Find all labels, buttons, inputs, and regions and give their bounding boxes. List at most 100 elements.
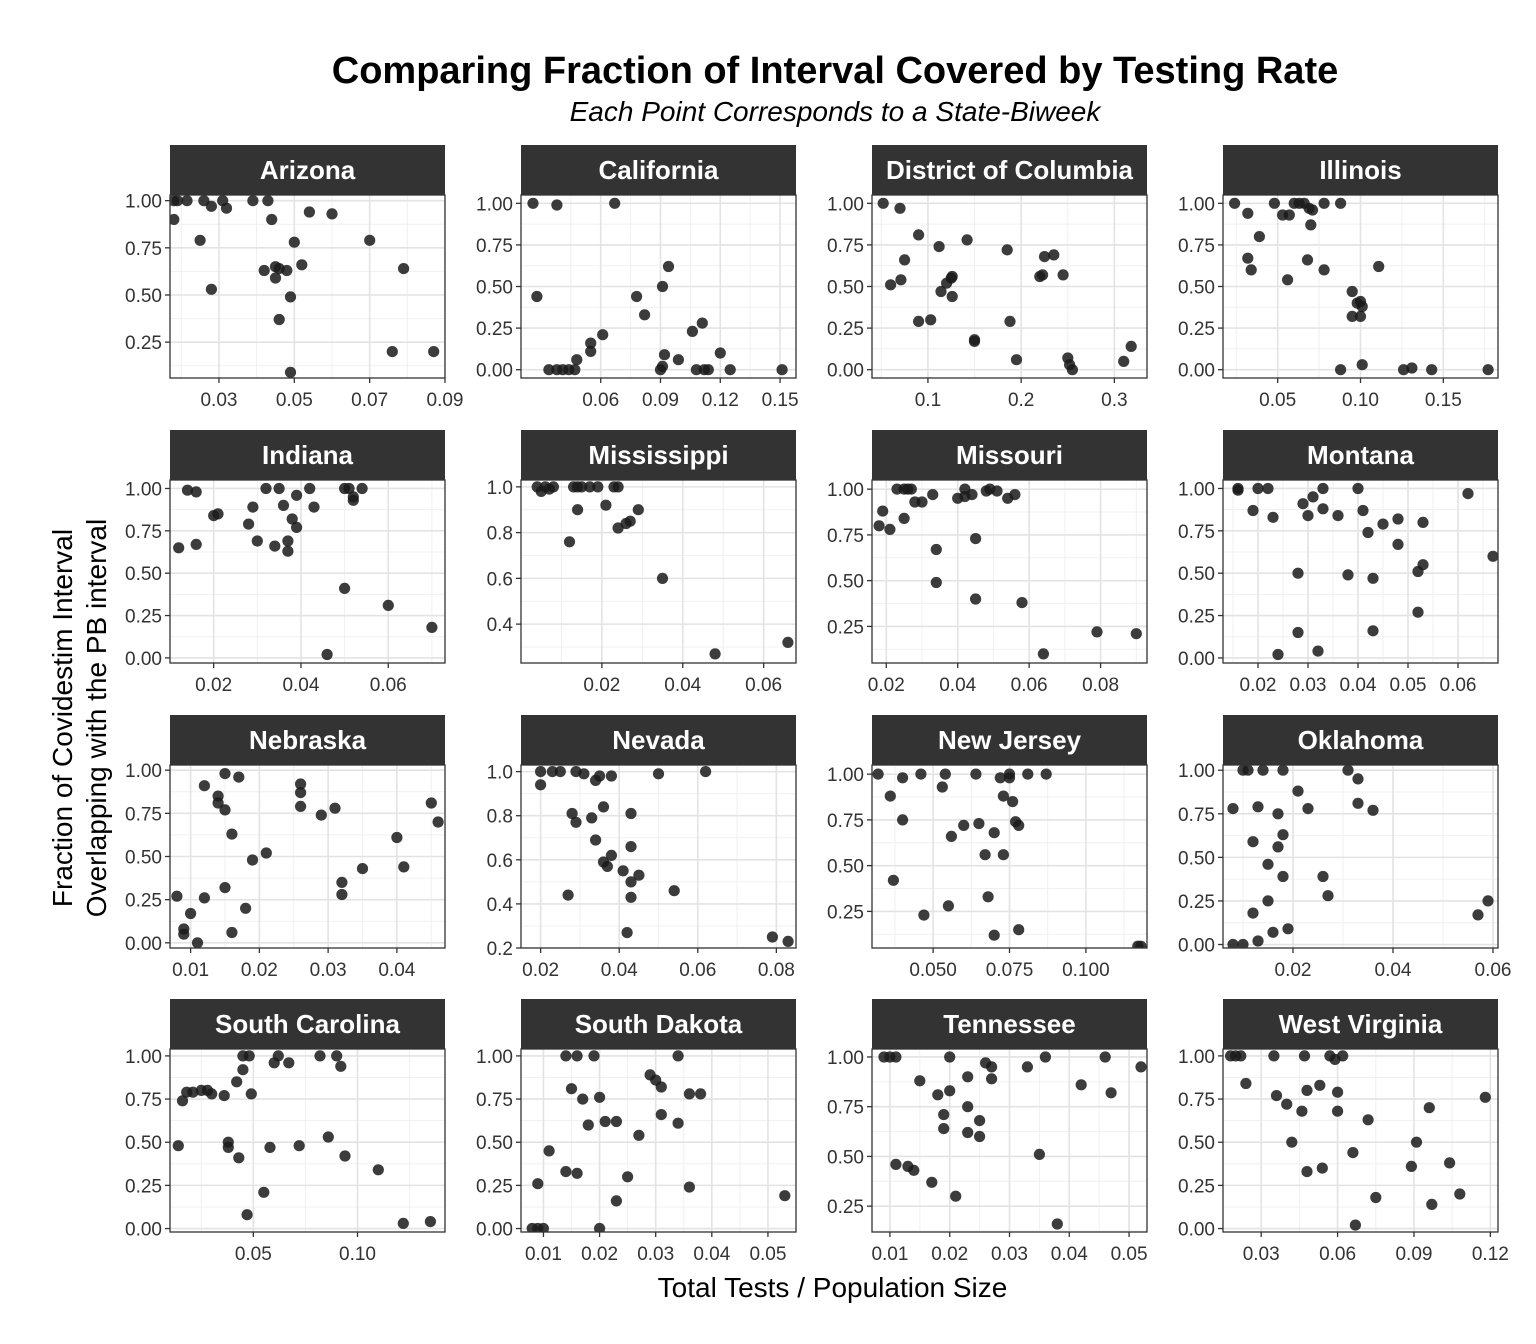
panel-plot-area	[872, 765, 1147, 948]
data-point	[347, 494, 359, 506]
data-point	[527, 197, 539, 209]
data-point	[1352, 797, 1364, 809]
data-point	[572, 504, 584, 516]
data-point	[1229, 197, 1241, 209]
data-point	[988, 929, 1000, 941]
data-point	[391, 831, 403, 844]
x-tick-label: 0.04	[1340, 675, 1377, 696]
data-point	[1040, 768, 1052, 780]
data-point	[1292, 785, 1304, 797]
y-tick-label: 0.25	[1178, 607, 1215, 628]
data-point	[1013, 819, 1025, 832]
facet-strip	[872, 999, 1147, 1049]
x-tick-label: 0.05	[276, 390, 313, 411]
data-point	[245, 1088, 257, 1100]
y-tick-label: 0.75	[1178, 522, 1215, 543]
data-point	[1392, 538, 1404, 551]
data-point	[251, 535, 263, 547]
y-tick-label: 0.50	[1178, 564, 1215, 585]
data-point	[1472, 909, 1484, 921]
data-point	[1245, 264, 1257, 276]
facet-label: Oklahoma	[1298, 725, 1424, 755]
data-point	[1482, 364, 1494, 376]
data-point	[1346, 285, 1358, 298]
data-point	[1298, 1050, 1311, 1062]
data-point	[586, 812, 598, 824]
data-point	[1305, 219, 1317, 231]
facet-strip	[521, 715, 796, 765]
data-point	[260, 847, 272, 859]
data-point	[997, 849, 1010, 861]
panel-plot-area	[170, 480, 445, 663]
data-point	[1267, 511, 1279, 523]
data-point	[1125, 340, 1137, 352]
data-point	[329, 802, 341, 814]
data-point	[565, 1083, 578, 1095]
data-point	[190, 486, 202, 498]
data-point	[1318, 264, 1330, 276]
data-point	[974, 1130, 986, 1143]
data-point	[913, 315, 925, 327]
data-point	[176, 1095, 189, 1107]
data-point	[326, 208, 338, 220]
data-point	[260, 482, 272, 495]
y-tick-label: 0.00	[125, 934, 162, 955]
data-point	[1272, 808, 1284, 820]
y-tick-label: 1.00	[476, 194, 513, 215]
data-point	[970, 533, 982, 545]
data-point	[958, 819, 970, 832]
y-tick-label: 0.25	[125, 607, 162, 628]
data-point	[181, 484, 194, 496]
data-point	[554, 766, 566, 778]
y-tick-label: 1.00	[476, 1047, 513, 1068]
data-point	[1022, 768, 1034, 780]
y-tick-label: 0.00	[1178, 936, 1215, 957]
data-point	[631, 290, 643, 303]
x-tick-label: 0.05	[1390, 675, 1427, 696]
data-point	[1270, 1090, 1283, 1102]
data-point	[284, 291, 297, 303]
data-point	[266, 213, 278, 226]
data-point	[1247, 907, 1259, 919]
data-point	[962, 1126, 974, 1139]
facet-label: New Jersey	[938, 725, 1082, 755]
facet-label: Nebraska	[249, 725, 367, 755]
data-point	[1105, 1087, 1117, 1099]
data-point	[173, 542, 185, 554]
y-tick-label: 0.50	[125, 564, 162, 585]
data-point	[535, 779, 547, 791]
data-point	[1357, 504, 1369, 517]
data-point	[1301, 1084, 1313, 1096]
y-tick-label: 0.50	[1178, 1133, 1215, 1154]
data-point	[714, 347, 726, 359]
data-point	[898, 512, 910, 525]
data-point	[621, 927, 633, 939]
data-point	[1262, 482, 1274, 495]
x-tick-label: 0.03	[200, 390, 237, 411]
data-point	[198, 780, 210, 792]
data-point	[543, 1145, 555, 1157]
facet-strip	[1223, 145, 1498, 195]
data-point	[655, 1081, 667, 1093]
data-point	[532, 1178, 544, 1190]
x-tick-label: 0.02	[931, 1244, 968, 1265]
data-point	[1267, 926, 1279, 938]
data-point	[560, 1050, 572, 1062]
y-tick-label: 0.75	[827, 811, 864, 832]
y-tick-label: 1.00	[1178, 194, 1215, 215]
data-point	[269, 540, 281, 552]
data-point	[339, 582, 351, 595]
data-point	[219, 804, 231, 816]
data-point	[578, 768, 590, 780]
data-point	[656, 572, 669, 585]
data-point	[1247, 836, 1259, 848]
y-tick-label: 0.00	[1178, 649, 1215, 670]
data-point	[272, 1050, 284, 1062]
data-point	[914, 1075, 926, 1087]
y-tick-label: 0.2	[487, 939, 513, 960]
data-point	[779, 1190, 791, 1202]
panel-tennessee: Tennessee 0.01 0.02 0.03 0.04 0.05 0.25 0.50 0.7…	[827, 999, 1148, 1265]
facet-label: South Carolina	[215, 1009, 400, 1039]
data-point	[321, 648, 333, 661]
data-point	[612, 481, 624, 493]
